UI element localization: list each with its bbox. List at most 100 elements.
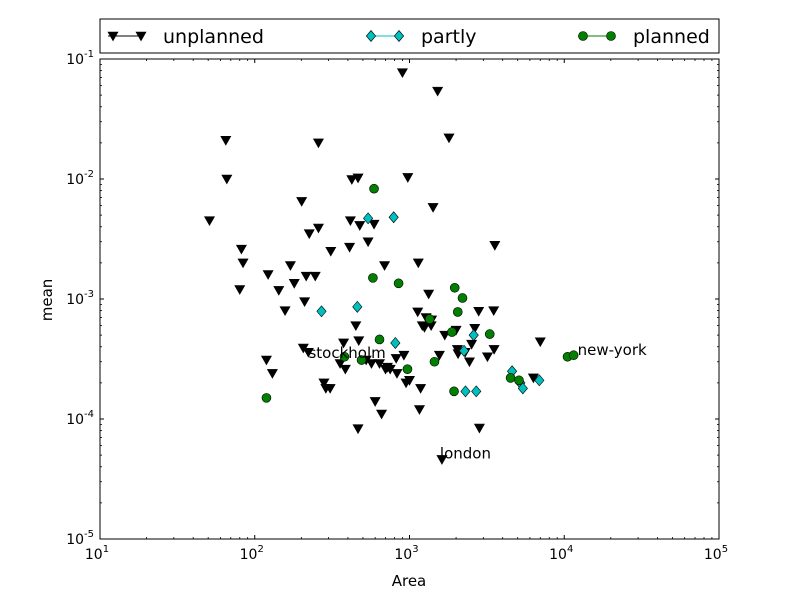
unplanned-point (220, 136, 232, 146)
planned-point (457, 293, 468, 303)
unplanned-point (379, 261, 391, 271)
annotation-new-york: new-york (578, 341, 647, 359)
unplanned-point (353, 336, 365, 346)
unplanned-point (339, 364, 351, 375)
annotation-stockholm: stockholm (308, 344, 385, 362)
x-tick-label: 101 (85, 544, 109, 563)
unplanned-point (443, 133, 455, 144)
legend-marker-unplanned (135, 31, 147, 42)
unplanned-point (312, 138, 324, 149)
y-tick-label: 10-1 (66, 49, 94, 68)
legend-label-unplanned: unplanned (163, 26, 264, 48)
partly-point (468, 329, 479, 342)
partly-point (390, 337, 401, 349)
unplanned-point (334, 359, 346, 369)
unplanned-point (288, 279, 300, 289)
unplanned-point (309, 271, 321, 282)
annotation-london: london (440, 444, 491, 462)
unplanned-point (481, 352, 493, 363)
planned-point (449, 282, 460, 293)
legend-label-partly: partly (421, 26, 477, 48)
partly-point (534, 374, 545, 387)
legend-marker-unplanned (107, 31, 119, 42)
unplanned-point (413, 405, 425, 415)
unplanned-point (266, 369, 278, 379)
planned-point (339, 351, 350, 362)
unplanned-point (312, 223, 324, 234)
unplanned-point (403, 376, 416, 386)
unplanned-point (303, 229, 315, 240)
unplanned-point (398, 350, 410, 361)
unplanned-point (527, 373, 539, 384)
unplanned-point (346, 175, 358, 185)
legend-marker-partly (393, 30, 405, 42)
planned-point (368, 273, 378, 283)
unplanned-point (299, 297, 311, 308)
partly-point (388, 211, 399, 224)
unplanned-point (463, 357, 475, 368)
x-tick-label: 105 (704, 544, 728, 563)
unplanned-point (368, 219, 380, 230)
y-tick-label: 10-5 (66, 529, 94, 548)
unplanned-point (350, 321, 362, 331)
unplanned-point (260, 355, 272, 366)
unplanned-point (473, 306, 485, 317)
planned-point (369, 183, 379, 194)
unplanned-point (418, 323, 431, 333)
partly-point (471, 385, 482, 398)
x-axis-label: Area (392, 572, 427, 590)
legend-marker-planned (578, 31, 588, 41)
planned-point (505, 373, 516, 383)
unplanned-point (318, 378, 330, 389)
unplanned-point (391, 369, 403, 379)
unplanned-point (433, 350, 445, 361)
planned-point (568, 350, 579, 361)
unplanned-point (237, 258, 249, 269)
planned-point (452, 307, 463, 317)
unplanned-point (439, 330, 451, 341)
planned-point (402, 364, 413, 375)
y-axis-label: mean (38, 279, 56, 322)
planned-point (514, 375, 524, 386)
x-tick-label: 102 (240, 544, 264, 563)
unplanned-point (344, 216, 356, 226)
unplanned-point (352, 173, 364, 184)
unplanned-point (432, 86, 444, 97)
unplanned-point (436, 455, 448, 465)
unplanned-point (466, 339, 478, 350)
x-tick-label: 103 (394, 544, 418, 563)
unplanned-point (203, 216, 216, 226)
unplanned-point (489, 241, 501, 251)
planned-point (449, 386, 459, 397)
planned-point (261, 393, 272, 403)
unplanned-point (324, 384, 336, 394)
unplanned-point (344, 242, 356, 253)
unplanned-point (488, 345, 500, 355)
legend-label-planned: planned (633, 26, 710, 48)
unplanned-point (396, 68, 408, 78)
planned-point (374, 334, 385, 345)
unplanned-point (488, 306, 500, 316)
unplanned-point (365, 359, 378, 369)
legend-box (99, 18, 720, 54)
unplanned-point (352, 424, 364, 435)
unplanned-point (235, 244, 247, 255)
y-tick-label: 10-4 (66, 409, 94, 428)
y-tick-label: 10-3 (66, 289, 94, 308)
legend: unplanned partly planned (99, 18, 720, 54)
unplanned-point (221, 174, 233, 185)
partly-point (352, 300, 363, 313)
y-tick-label: 10-2 (66, 169, 94, 188)
partly-point (517, 382, 528, 395)
unplanned-point (234, 285, 246, 295)
x-tick-label: 104 (549, 544, 573, 563)
planned-point (393, 278, 404, 289)
partly-point (363, 212, 374, 225)
unplanned-point (402, 173, 414, 183)
unplanned-point (369, 397, 381, 407)
unplanned-point (302, 347, 314, 358)
unplanned-point (273, 286, 285, 296)
unplanned-point (390, 354, 402, 364)
plot-frame (99, 58, 720, 540)
